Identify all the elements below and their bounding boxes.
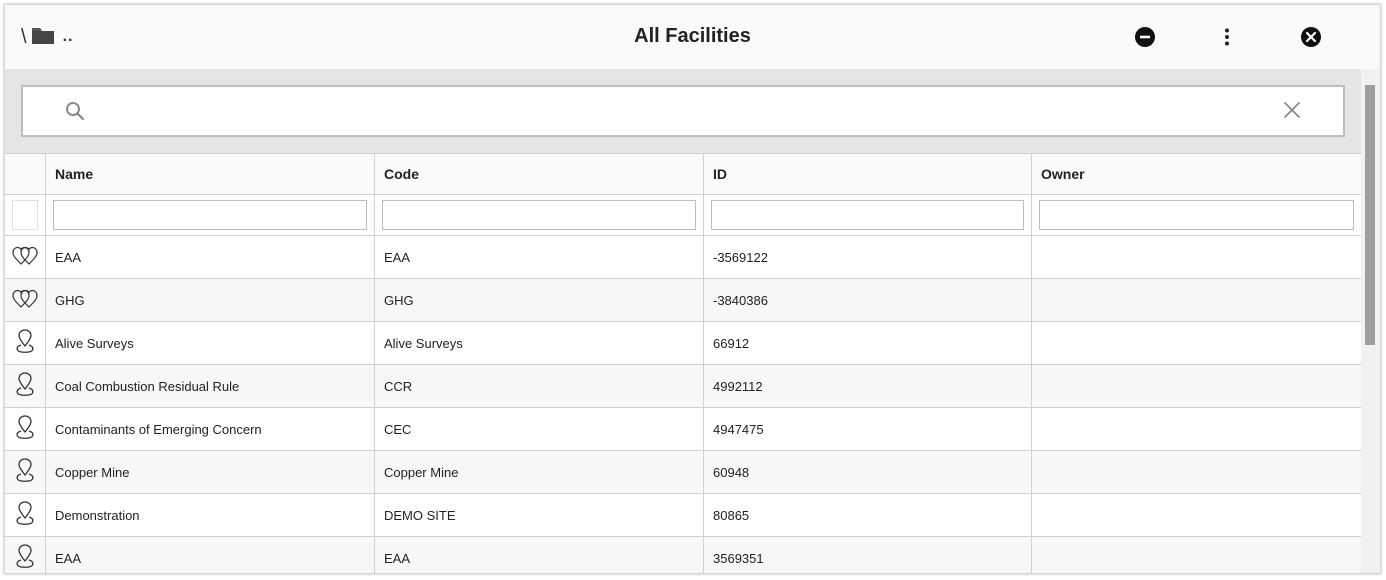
column-header-code[interactable]: Code — [375, 154, 704, 194]
cell-code[interactable]: GHG — [375, 279, 704, 321]
content-area: Name Code ID Owner EAA EAA -3569122 GHG GHG -… — [5, 69, 1361, 573]
minimize-button[interactable] — [1133, 25, 1157, 49]
scrollbar-thumb[interactable] — [1365, 85, 1375, 345]
close-button[interactable] — [1299, 25, 1323, 49]
location-pin-icon — [15, 371, 35, 401]
parent-folder-link[interactable]: .. — [62, 28, 74, 45]
location-pin-icon — [15, 543, 35, 573]
search-icon — [66, 102, 85, 121]
group-icon — [12, 246, 38, 269]
cell-code[interactable]: CCR — [375, 365, 704, 407]
cell-name[interactable]: Alive Surveys — [46, 322, 375, 364]
cell-id[interactable]: 66912 — [704, 322, 1032, 364]
cell-code[interactable]: EAA — [375, 537, 704, 573]
folder-icon[interactable] — [31, 25, 55, 50]
cell-id[interactable]: -3840386 — [704, 279, 1032, 321]
breadcrumb[interactable]: \ .. — [21, 25, 73, 49]
cell-owner[interactable] — [1032, 365, 1361, 407]
cell-id[interactable]: 4947475 — [704, 408, 1032, 450]
header-icon-column — [5, 154, 46, 194]
cell-owner[interactable] — [1032, 279, 1361, 321]
column-header-owner[interactable]: Owner — [1041, 166, 1085, 182]
facilities-dialog: \ .. All Facilities Name Code — [4, 4, 1381, 574]
table-row[interactable]: GHG GHG -3840386 — [5, 279, 1361, 322]
cell-name[interactable]: EAA — [46, 537, 375, 573]
cell-code[interactable]: Alive Surveys — [375, 322, 704, 364]
table-row[interactable]: Copper Mine Copper Mine 60948 — [5, 451, 1361, 494]
cell-id[interactable]: 60948 — [704, 451, 1032, 493]
select-all-box[interactable] — [12, 200, 38, 230]
table-row[interactable]: EAA EAA -3569122 — [5, 236, 1361, 279]
cell-id[interactable]: 4992112 — [704, 365, 1032, 407]
cell-code[interactable]: DEMO SITE — [375, 494, 704, 536]
location-pin-icon — [15, 414, 35, 444]
filter-icon-cell — [5, 195, 46, 235]
cell-name[interactable]: Demonstration — [46, 494, 375, 536]
table-body: EAA EAA -3569122 GHG GHG -3840386 Alive Survey… — [5, 236, 1361, 573]
cell-id[interactable]: -3569122 — [704, 236, 1032, 278]
row-icon-cell — [5, 408, 46, 450]
row-icon-cell — [5, 537, 46, 573]
vertical-scrollbar[interactable] — [1361, 69, 1380, 573]
location-pin-icon — [15, 328, 35, 358]
row-icon-cell — [5, 451, 46, 493]
cell-code[interactable]: EAA — [375, 236, 704, 278]
search-input[interactable] — [103, 97, 1283, 125]
table-row[interactable]: EAA EAA 3569351 — [5, 537, 1361, 573]
cell-name[interactable]: Copper Mine — [46, 451, 375, 493]
column-header-id[interactable]: ID — [704, 154, 1032, 194]
close-circle-icon — [1301, 27, 1321, 47]
more-vertical-icon — [1225, 28, 1229, 46]
table-row[interactable]: Alive Surveys Alive Surveys 66912 — [5, 322, 1361, 365]
more-options-button[interactable] — [1215, 25, 1239, 49]
cell-name[interactable]: Coal Combustion Residual Rule — [46, 365, 375, 407]
location-pin-icon — [15, 457, 35, 487]
cell-name[interactable]: EAA — [46, 236, 375, 278]
location-pin-icon — [15, 500, 35, 530]
filter-id-input[interactable] — [711, 200, 1024, 230]
row-icon-cell — [5, 322, 46, 364]
filter-owner-input[interactable] — [1039, 200, 1354, 230]
filter-code-input[interactable] — [382, 200, 696, 230]
table-row[interactable]: Contaminants of Emerging Concern CEC 49474… — [5, 408, 1361, 451]
cell-owner[interactable] — [1032, 236, 1361, 278]
row-icon-cell — [5, 279, 46, 321]
cell-owner[interactable] — [1032, 451, 1361, 493]
facilities-table: Name Code ID Owner EAA EAA -3569122 GHG GHG -… — [5, 153, 1361, 573]
filter-row — [5, 195, 1361, 236]
cell-name[interactable]: GHG — [46, 279, 375, 321]
clear-search-icon[interactable] — [1283, 101, 1301, 119]
table-header-row: Name Code ID Owner — [5, 154, 1361, 195]
cell-code[interactable]: Copper Mine — [375, 451, 704, 493]
cell-owner[interactable] — [1032, 537, 1361, 573]
cell-owner[interactable] — [1032, 408, 1361, 450]
table-row[interactable]: Demonstration DEMO SITE 80865 — [5, 494, 1361, 537]
cell-id[interactable]: 80865 — [704, 494, 1032, 536]
row-icon-cell — [5, 494, 46, 536]
minus-circle-icon — [1135, 27, 1155, 47]
filter-name-input[interactable] — [53, 200, 367, 230]
root-separator[interactable]: \ — [21, 25, 27, 48]
cell-owner[interactable] — [1032, 322, 1361, 364]
cell-id[interactable]: 3569351 — [704, 537, 1032, 573]
cell-owner[interactable] — [1032, 494, 1361, 536]
search-box[interactable] — [21, 85, 1345, 137]
title-bar: \ .. All Facilities — [5, 5, 1380, 69]
page-title: All Facilities — [634, 25, 751, 47]
row-icon-cell — [5, 236, 46, 278]
row-icon-cell — [5, 365, 46, 407]
column-header-name[interactable]: Name — [46, 154, 375, 194]
group-icon — [12, 289, 38, 312]
cell-name[interactable]: Contaminants of Emerging Concern — [46, 408, 375, 450]
table-row[interactable]: Coal Combustion Residual Rule CCR 4992112 — [5, 365, 1361, 408]
cell-code[interactable]: CEC — [375, 408, 704, 450]
